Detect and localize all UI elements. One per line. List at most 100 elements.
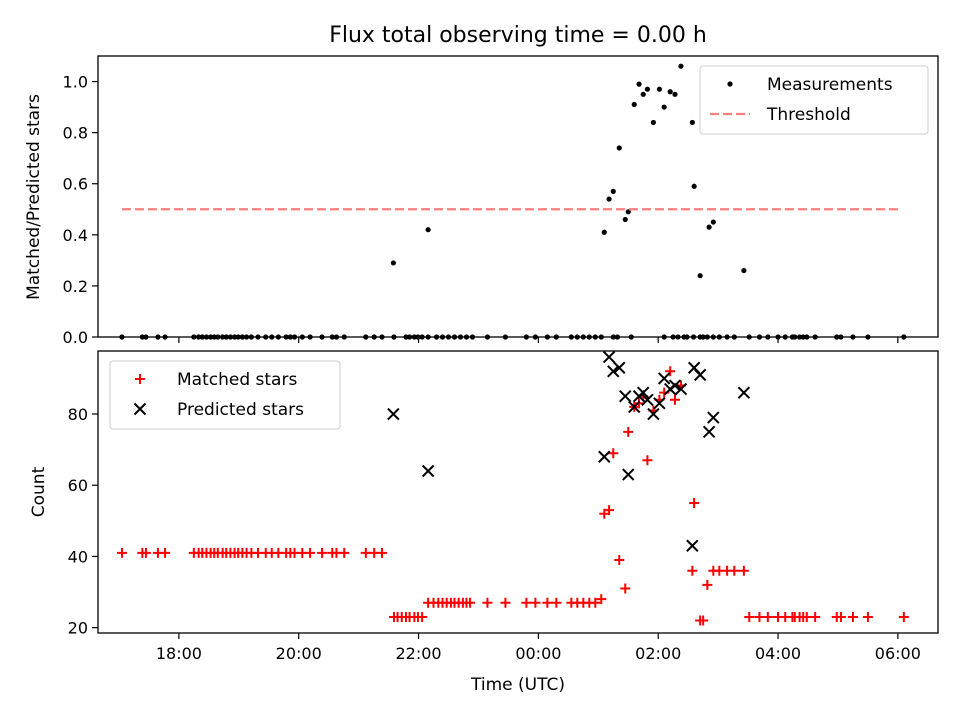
ratio-y-axis-label: Matched/Predicted stars [24, 94, 44, 300]
matched-stars-point [530, 597, 541, 608]
measurements-point [706, 224, 712, 230]
matched-stars-point [687, 565, 698, 576]
count-x-axis-label: Time (UTC) [470, 675, 565, 695]
matched-stars-point [604, 505, 615, 516]
predicted-stars-point [622, 468, 635, 481]
x-tick-label: 18:00 [156, 644, 202, 663]
matched-stars-point [689, 498, 700, 509]
predicted-stars-point [702, 425, 716, 439]
legend-box [109, 360, 341, 430]
matched-stars-point [738, 565, 749, 576]
predicted-stars-point [737, 386, 751, 399]
count-ticks: 20 40 60 80 18:00 20:00 22:00 00:00 02:00 04:00 06… [68, 405, 921, 663]
figure-title: Flux total observing time = 0.00 h [329, 23, 707, 48]
matched-stars-point [608, 448, 619, 459]
matched-stars-point [305, 547, 316, 558]
predicted-stars-point [653, 397, 666, 410]
y-tick-label: 80 [68, 405, 88, 424]
ratio-axes: 0.0 0.2 0.4 0.6 0.8 1.0 Matched/Predicted sta… [24, 55, 939, 347]
measurements-point [697, 273, 703, 279]
matched-stars-point [482, 597, 493, 608]
measurements-point [601, 229, 607, 235]
matched-stars-point [500, 597, 511, 608]
predicted-stars-point [607, 365, 620, 378]
matched-stars-point [521, 597, 532, 608]
measurements-point [672, 91, 678, 97]
predicted-stars-point [641, 393, 654, 406]
matched-stars-point [702, 579, 713, 590]
measurements-point [606, 196, 612, 202]
matched-stars-point [835, 611, 846, 622]
measurements-point [667, 89, 673, 95]
matched-stars-point [810, 611, 821, 622]
matched-stars-point [614, 555, 625, 566]
matched-stars-point [596, 594, 607, 605]
predicted-stars-point [637, 386, 650, 399]
matched-stars-point [465, 597, 476, 608]
measurements-point [631, 101, 637, 108]
y-tick-label: 20 [68, 619, 88, 638]
matched-stars-point [801, 611, 812, 622]
predicted-stars-point [686, 539, 699, 552]
matched-stars-point [116, 547, 127, 558]
y-tick-label: 0.8 [63, 124, 88, 143]
measurements-point [678, 63, 684, 69]
matched-stars-point [620, 583, 631, 594]
predicted-stars-point [387, 407, 400, 421]
predicted-stars-point [613, 361, 626, 374]
predicted-stars-point [647, 407, 660, 421]
predicted-stars-point [707, 411, 720, 424]
matched-stars-point [642, 455, 653, 466]
matched-stars-point [762, 611, 773, 622]
measurements-point [710, 219, 716, 225]
x-tick-label: 00:00 [515, 644, 561, 663]
measurements-point [390, 260, 396, 266]
count-legend: Matched stars Predicted stars [109, 360, 341, 430]
predicted-stars-point [598, 450, 611, 463]
matched-stars-point [862, 611, 873, 622]
y-tick-label: 60 [68, 476, 88, 495]
y-tick-label: 0.6 [63, 175, 88, 194]
measurements-point [656, 86, 662, 92]
legend-label: Matched stars [177, 370, 297, 390]
predicted-stars-point [657, 372, 671, 385]
predicted-stars-point [693, 368, 707, 382]
x-tick-label: 02:00 [635, 644, 681, 663]
x-tick-label: 04:00 [755, 644, 801, 663]
legend-predicted-stars-swatch [133, 402, 147, 416]
matched-stars-point [744, 611, 755, 622]
matched-stars-point [376, 547, 387, 558]
measurements-point [625, 209, 631, 215]
predicted-stars-point [674, 382, 688, 396]
matched-stars-point [698, 615, 709, 626]
ratio-axes-frame [97, 55, 939, 338]
predicted-stars-point [619, 390, 632, 403]
legend-measurements-swatch [727, 81, 733, 87]
y-tick-label: 0.2 [63, 277, 88, 296]
y-tick-label: 0.0 [63, 328, 88, 347]
matched-stars-point [360, 547, 371, 558]
y-tick-label: 40 [68, 547, 88, 566]
predicted-stars-point [602, 350, 616, 364]
measurements-point [616, 145, 622, 151]
measurements-point [661, 104, 667, 110]
measurements-point [640, 91, 646, 97]
count-y-axis-label: Count [29, 466, 49, 517]
ratio-ticks: 0.0 0.2 0.4 0.6 0.8 1.0 [63, 73, 899, 347]
y-tick-label: 0.4 [63, 226, 88, 245]
matched-stars-point [669, 394, 680, 405]
count-axes-frame [97, 350, 939, 634]
matched-stars-point [317, 547, 328, 558]
legend-label: Measurements [767, 75, 893, 95]
count-axes: 20 40 60 80 18:00 20:00 22:00 00:00 02:00 04:00 06… [29, 350, 939, 695]
matched-stars-point [140, 547, 151, 558]
matched-stars-point [417, 611, 428, 622]
legend-label: Predicted stars [177, 400, 304, 420]
legend-matched-stars-swatch [135, 374, 145, 384]
ratio-legend: Measurements Threshold [699, 65, 929, 135]
measurements-point [622, 216, 628, 223]
measurements-point [636, 81, 642, 87]
matched-stars-point [847, 611, 858, 622]
measurements-point [425, 227, 431, 233]
